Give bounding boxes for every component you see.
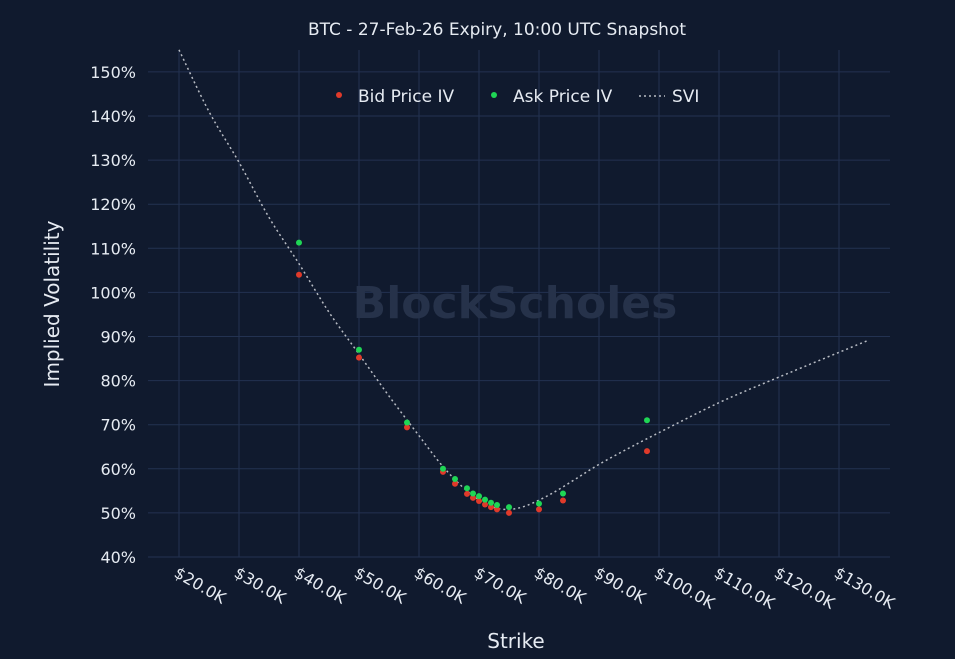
bid-iv-point[interactable]: [560, 497, 566, 504]
legend-marker-bid: [336, 92, 342, 98]
svi-curve: [178, 49, 870, 511]
y-tick-label: 90%: [100, 328, 136, 347]
grid: [148, 50, 890, 558]
ask-iv-point[interactable]: [440, 465, 446, 472]
bid-iv-point[interactable]: [470, 494, 476, 501]
ask-iv-point[interactable]: [560, 490, 566, 497]
y-tick-label: 120%: [90, 195, 136, 214]
bid-iv-point[interactable]: [536, 506, 542, 513]
watermark: BlockScholes: [353, 278, 678, 329]
svi-series: [178, 49, 870, 511]
ask-iv-point[interactable]: [452, 475, 458, 482]
ask-iv-point[interactable]: [644, 417, 650, 424]
legend-label-svi: SVI: [672, 87, 699, 107]
ask-iv-point[interactable]: [476, 493, 482, 500]
ask-iv-point[interactable]: [488, 499, 494, 506]
ask-iv-point[interactable]: [356, 346, 362, 353]
bid-iv-point[interactable]: [464, 490, 470, 497]
y-tick-label: 70%: [100, 416, 136, 435]
bid-iv-point[interactable]: [482, 501, 488, 508]
ask-iv-point[interactable]: [536, 500, 542, 507]
y-tick-label: 100%: [90, 283, 136, 302]
bid-iv-point[interactable]: [404, 424, 410, 431]
legend-label-ask: Ask Price IV: [513, 87, 613, 107]
y-tick-label: 50%: [100, 504, 136, 523]
ask-iv-point[interactable]: [464, 485, 470, 492]
y-tick-label: 140%: [90, 107, 136, 126]
y-tick-label: 110%: [90, 239, 136, 258]
y-tick-label: 80%: [100, 372, 136, 391]
bid-iv-point[interactable]: [506, 509, 512, 516]
y-axis-ticks: 40% 50% 60% 70% 80% 90% 100% 110% 120% 130% 140% 15…: [90, 63, 136, 567]
bid-iv-point[interactable]: [356, 354, 362, 361]
ask-iv-point[interactable]: [506, 504, 512, 511]
y-tick-label: 60%: [100, 460, 136, 479]
x-axis-title: Strike: [487, 629, 545, 653]
ask-iv-point[interactable]: [494, 501, 500, 508]
y-tick-label: 40%: [100, 548, 136, 567]
y-axis-title: Implied Volatility: [40, 220, 64, 387]
bid-iv-point[interactable]: [644, 448, 650, 455]
bid-iv-point[interactable]: [296, 271, 302, 278]
ask-iv-point[interactable]: [404, 419, 410, 426]
ask-iv-point[interactable]: [482, 496, 488, 503]
legend-item-svi[interactable]: SVI: [639, 87, 699, 107]
bid-iv-point[interactable]: [488, 504, 494, 511]
points-series: [296, 239, 650, 516]
bid-iv-point[interactable]: [476, 497, 482, 504]
legend-item-ask[interactable]: Ask Price IV: [491, 87, 613, 107]
ask-iv-point[interactable]: [296, 239, 302, 246]
legend[interactable]: Bid Price IV Ask Price IV SVI: [336, 87, 699, 107]
chart-title: BTC - 27-Feb-26 Expiry, 10:00 UTC Snapsh…: [308, 20, 686, 40]
legend-item-bid[interactable]: Bid Price IV: [336, 87, 454, 107]
legend-marker-ask: [491, 92, 497, 98]
y-tick-label: 130%: [90, 151, 136, 170]
bid-iv-point[interactable]: [452, 480, 458, 487]
ask-iv-point[interactable]: [470, 490, 476, 497]
legend-label-bid: Bid Price IV: [358, 87, 454, 107]
bid-iv-point[interactable]: [494, 506, 500, 513]
y-tick-label: 150%: [90, 63, 136, 82]
